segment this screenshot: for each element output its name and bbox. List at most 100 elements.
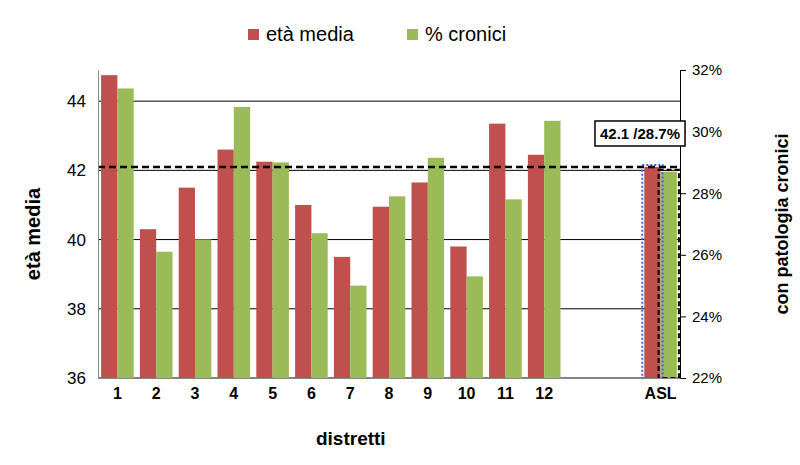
bar [234,107,250,378]
bar [179,188,195,378]
tick-label: 42 [67,161,86,180]
tick: 7 [346,378,355,402]
tick-label: 8 [385,385,394,402]
tick: 26% [680,246,722,263]
tick: 32% [680,61,722,78]
bar [350,286,366,378]
y-axis-title: età media [22,187,44,280]
bar [489,124,505,378]
legend-swatch [248,29,259,40]
bar [218,150,234,378]
bar [467,276,483,378]
tick-label: 2 [152,385,161,402]
legend-label: età media [266,23,355,45]
tick: 8 [385,378,394,402]
grid-line [98,170,680,171]
tick-label: 32% [692,61,722,78]
bar [373,207,389,378]
bar [334,257,350,378]
tick-label: 6 [307,385,316,402]
tick: 5 [268,378,277,402]
y2-axis: 22% 24% 26% 28% 30% 32% [680,61,722,386]
tick: 36 [67,369,98,388]
tick-label: ASL [645,385,677,402]
grid-line [98,101,680,102]
grid [98,101,680,378]
tick-label: 44 [67,92,86,111]
tick: 42 [67,161,98,180]
bar [295,205,311,378]
tick: 40 [67,231,98,250]
bar [450,246,466,378]
bars [101,75,677,378]
tick-label: 7 [346,385,355,402]
bar [101,75,117,378]
bar [544,121,560,378]
tick: ASL [645,378,677,402]
bar [140,229,156,378]
axis-line [98,71,99,379]
bar [505,199,521,378]
tick: 22% [680,369,722,386]
annotation-box [595,121,685,146]
tick: 11 [497,378,514,402]
tick-label: 38 [67,300,86,319]
tick-mark [680,193,686,194]
legend-swatch [407,29,418,40]
tick-label: 5 [268,385,277,402]
bar [428,158,444,378]
highlight-outline [659,170,679,378]
tick-label: 11 [497,385,514,402]
bar [273,162,289,378]
tick-label: 36 [67,369,86,388]
tick-label: 24% [692,308,722,325]
tick: 10 [458,378,476,402]
reference-line [98,166,680,169]
chart: 363840424422%24%26%28%30%32%123456789101… [0,0,800,465]
tick: 44 [67,92,98,111]
legend-label: % cronici [425,23,506,45]
tick: 3 [191,378,200,402]
bar [156,252,172,378]
tick-label: 26% [692,246,722,263]
tick-mark [680,378,686,379]
tick-label: 22% [692,369,722,386]
tick: 1 [113,378,122,402]
tick-label: 12 [535,385,553,402]
tick: 28% [680,185,722,202]
tick: 38 [67,300,98,319]
tick-label: 40 [67,231,86,250]
axis-line [681,71,687,379]
tick-label: 30% [692,123,722,140]
y-axis: 36 38 40 42 44 [67,71,98,388]
tick-label: 9 [423,385,432,402]
tick-label: 10 [458,385,476,402]
annotation-text: 42.1 /28.7% [600,125,680,142]
tick: 2 [152,378,161,402]
tick-mark [680,255,686,256]
tick-mark [680,70,686,71]
tick-mark [680,316,686,317]
tick-label: 4 [229,385,238,402]
axis-line [99,378,681,379]
y2-axis-title: con patologia cronici [772,133,792,314]
tick-label: 28% [692,185,722,202]
legend: età media % cronici [248,23,506,45]
tick-label: 3 [191,385,200,402]
bar [117,88,133,378]
annotation: 42.1 /28.7% [595,121,685,146]
bar [412,182,428,378]
tick: 24% [680,308,722,325]
tick: 9 [423,378,432,402]
tick: 6 [307,378,316,402]
bar [256,162,272,378]
bar [528,155,544,378]
tick: 30% [680,123,722,140]
bar [195,239,211,378]
bar [311,233,327,378]
tick: 12 [535,378,553,402]
x-axis: 123456789101112ASL [99,378,681,402]
x-axis-title: distretti [316,428,386,449]
bar [389,196,405,378]
tick: 4 [229,378,238,402]
